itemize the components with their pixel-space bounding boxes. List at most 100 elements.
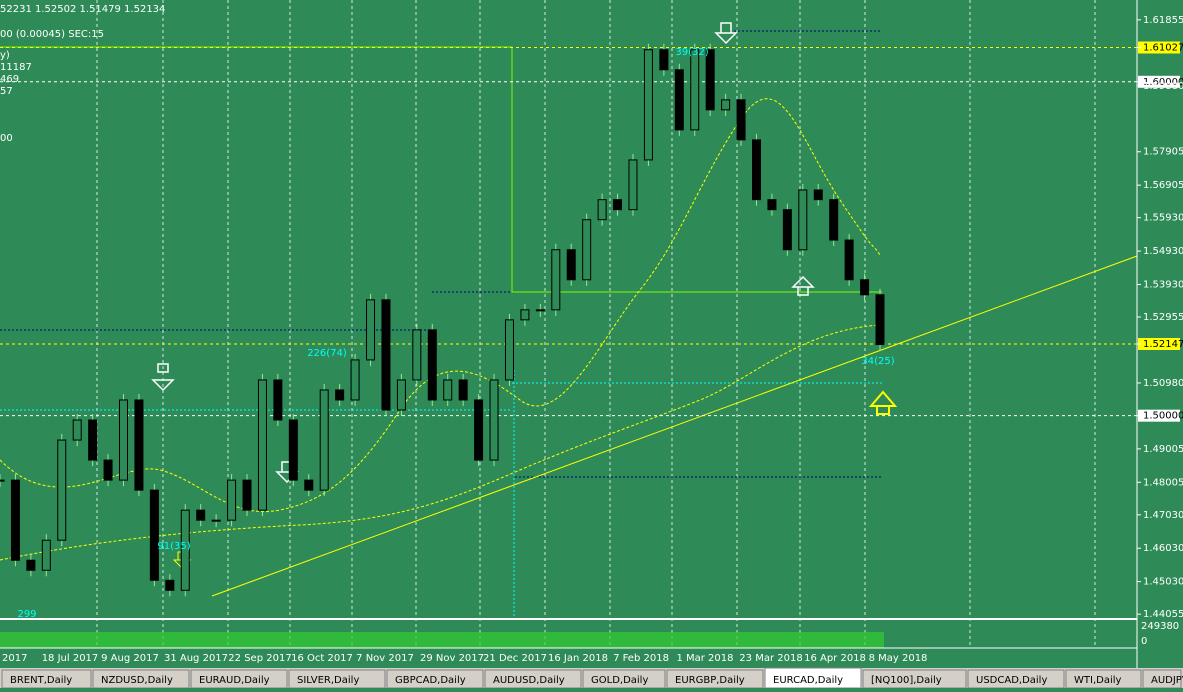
y-tick-label: 1.57905 bbox=[1143, 147, 1183, 158]
tab[interactable]: NZDUSD,Daily bbox=[92, 669, 190, 689]
x-tick-label: 9 Aug 2017 bbox=[101, 653, 159, 664]
candle bbox=[165, 579, 175, 591]
candle bbox=[674, 69, 684, 131]
annotation: 39(32) bbox=[675, 47, 708, 58]
header-line: 52231 1.52502 1.51479 1.52134 bbox=[0, 4, 165, 15]
tab-label: BRENT,Daily bbox=[10, 675, 72, 686]
x-tick-label: 22 Sep 2017 bbox=[228, 653, 291, 664]
y-tick-label: 1.44055 bbox=[1143, 609, 1183, 620]
candle bbox=[227, 479, 237, 521]
tab-label: WTI,Daily bbox=[1074, 675, 1122, 686]
candle bbox=[304, 479, 314, 491]
candle bbox=[0, 479, 5, 482]
y-tick-label: 1.46030 bbox=[1143, 543, 1183, 554]
candle bbox=[242, 479, 252, 511]
candle bbox=[798, 189, 808, 251]
candle bbox=[10, 479, 20, 561]
candle bbox=[643, 49, 653, 161]
level-box bbox=[1138, 75, 1180, 88]
y-tick-label: 1.50000 bbox=[1143, 411, 1183, 422]
candle bbox=[427, 329, 437, 401]
x-tick-label: 18 Jul 2017 bbox=[42, 653, 99, 664]
candle bbox=[381, 299, 391, 411]
y-tick-label: 1.61027 bbox=[1143, 43, 1183, 54]
tab[interactable]: EURCAD,Daily bbox=[764, 667, 862, 689]
candle bbox=[26, 559, 36, 571]
tab[interactable]: GOLD,Daily bbox=[582, 669, 666, 689]
tab[interactable]: EURAUD,Daily bbox=[190, 669, 288, 689]
tab[interactable]: AUDUSD,Daily bbox=[484, 669, 582, 689]
x-tick-label: 16 Apr 2018 bbox=[804, 653, 866, 664]
y-tick-label: 1.54930 bbox=[1143, 246, 1183, 257]
y-tick-label: 1.55930 bbox=[1143, 213, 1183, 224]
candle bbox=[134, 399, 144, 491]
candle bbox=[829, 199, 839, 241]
candle bbox=[257, 379, 267, 511]
tab[interactable]: EURGBP,Daily bbox=[666, 669, 764, 689]
y-tick-label: 1.48005 bbox=[1143, 477, 1183, 488]
x-tick-label: n 2017 bbox=[0, 653, 27, 664]
tab[interactable]: SILVER,Daily bbox=[288, 669, 386, 689]
x-tick-label: 31 Aug 2017 bbox=[164, 653, 228, 664]
x-tick-label: 1 Mar 2018 bbox=[676, 653, 733, 664]
tab-label: AUDUSD,Daily bbox=[493, 675, 565, 686]
tab[interactable]: GBPCAD,Daily bbox=[386, 669, 484, 689]
candle bbox=[875, 294, 885, 346]
tab-label: AUDJPY,Daily bbox=[1151, 675, 1183, 686]
candle bbox=[211, 519, 221, 522]
candle bbox=[767, 199, 777, 211]
candle bbox=[366, 299, 376, 361]
candle bbox=[443, 379, 453, 401]
tab-label: EURAUD,Daily bbox=[199, 675, 270, 686]
header-line: 11187 bbox=[0, 62, 32, 73]
y-tick-label: 1.47030 bbox=[1143, 510, 1183, 521]
tab-label: EURCAD,Daily bbox=[773, 675, 843, 686]
y-tick-label: 1.56905 bbox=[1143, 180, 1183, 191]
candle bbox=[412, 329, 422, 381]
candle bbox=[535, 309, 545, 312]
annotation: 91(35) bbox=[157, 541, 190, 552]
volume-label: 0 bbox=[1141, 636, 1147, 647]
tab[interactable]: USDCAD,Daily bbox=[967, 669, 1065, 689]
y-tick-label: 1.59880 bbox=[1143, 81, 1183, 92]
candle bbox=[474, 399, 484, 461]
candle bbox=[88, 419, 98, 461]
candle bbox=[628, 159, 638, 211]
header-line: 00 (0.00045) SEC:15 bbox=[0, 29, 104, 40]
candle bbox=[489, 379, 499, 461]
candle bbox=[721, 99, 731, 111]
candle bbox=[57, 439, 67, 541]
candle bbox=[613, 199, 623, 211]
x-tick-label: 16 Jan 2018 bbox=[548, 653, 608, 664]
candle bbox=[751, 139, 761, 201]
tab[interactable]: WTI,Daily bbox=[1065, 669, 1142, 689]
x-tick-label: 29 Nov 2017 bbox=[420, 653, 484, 664]
level-box bbox=[1138, 41, 1180, 54]
tab-label: [NQ100],Daily bbox=[871, 675, 942, 686]
candle bbox=[458, 379, 468, 401]
candle bbox=[41, 539, 51, 571]
tab[interactable]: [NQ100],Daily bbox=[862, 669, 967, 689]
candle bbox=[597, 199, 607, 221]
candle bbox=[705, 49, 715, 111]
tab[interactable]: AUDJPY,Daily bbox=[1142, 669, 1183, 689]
tab-label: SILVER,Daily bbox=[297, 675, 359, 686]
tab[interactable]: BRENT,Daily bbox=[1, 669, 92, 689]
header-line: 00 bbox=[0, 133, 13, 144]
header-line: 57 bbox=[0, 86, 13, 97]
y-tick-label: 1.50980 bbox=[1143, 378, 1183, 389]
y-tick-label: 1.53930 bbox=[1143, 279, 1183, 290]
x-tick-label: 16 Oct 2017 bbox=[291, 653, 353, 664]
candle bbox=[149, 489, 159, 581]
tab-label: GOLD,Daily bbox=[591, 675, 648, 686]
x-tick-label: 7 Nov 2017 bbox=[356, 653, 414, 664]
tab-label: NZDUSD,Daily bbox=[101, 675, 173, 686]
candle bbox=[736, 99, 746, 141]
candle bbox=[319, 389, 329, 491]
y-tick-label: 1.60000 bbox=[1143, 77, 1183, 88]
header-line: 469 bbox=[0, 74, 19, 85]
candle bbox=[504, 319, 514, 381]
volume-label: 249380 bbox=[1141, 621, 1179, 632]
y-tick-label: 1.49005 bbox=[1143, 444, 1183, 455]
